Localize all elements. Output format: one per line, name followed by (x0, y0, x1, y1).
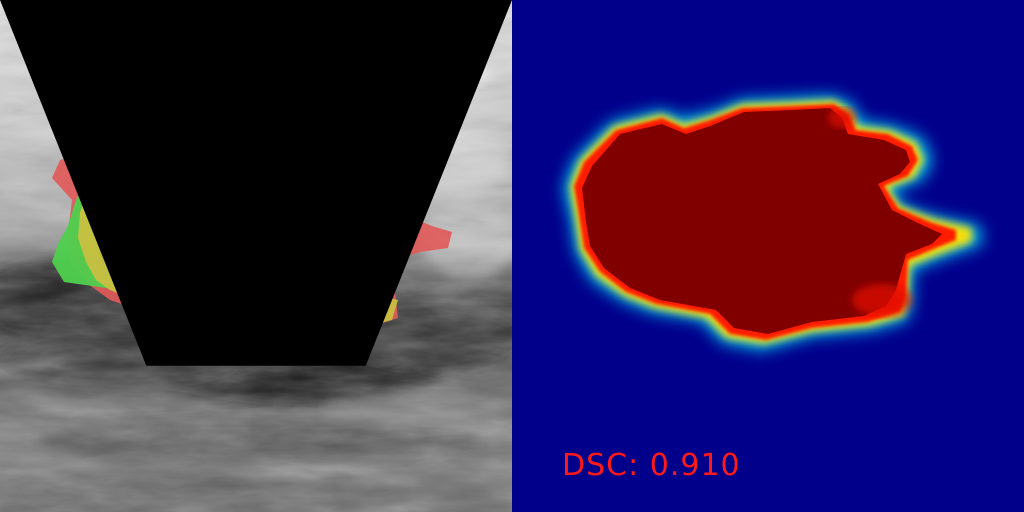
dsc-label-text: DSC: (562, 448, 640, 483)
dsc-score: DSC: 0.910 (562, 448, 741, 483)
corner-marker-icon (0, 0, 512, 512)
ultrasound-overlay-panel (0, 0, 512, 512)
probability-heatmap-panel (512, 0, 1024, 512)
dsc-value: 0.910 (649, 448, 741, 483)
heatmap-image (512, 0, 1024, 512)
probability-blob (564, 96, 982, 350)
